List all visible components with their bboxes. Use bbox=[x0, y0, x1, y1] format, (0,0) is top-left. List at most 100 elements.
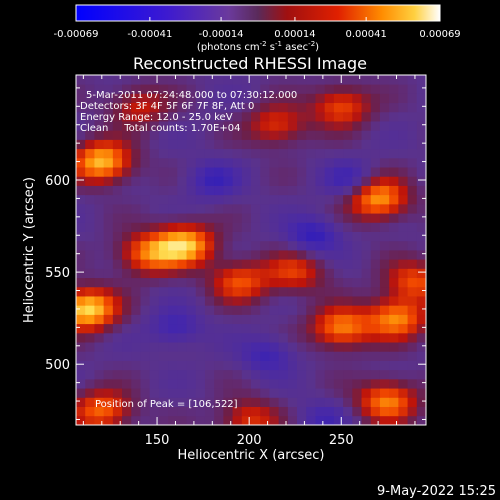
heatmap-cell bbox=[324, 268, 335, 279]
heatmap-cell bbox=[416, 296, 427, 306]
heatmap-cell bbox=[352, 240, 362, 251]
heatmap-cell bbox=[214, 388, 224, 398]
heatmap-cell bbox=[269, 148, 280, 159]
heatmap-cell bbox=[315, 360, 326, 371]
heatmap-cell bbox=[177, 148, 187, 159]
heatmap-cell bbox=[214, 185, 224, 196]
heatmap-cell bbox=[76, 250, 86, 260]
heatmap-cell bbox=[306, 415, 316, 426]
heatmap-cell bbox=[287, 323, 298, 334]
heatmap-cell bbox=[297, 157, 307, 168]
heatmap-cell bbox=[103, 342, 114, 352]
heatmap-cell bbox=[177, 185, 187, 196]
heatmap-cell bbox=[389, 148, 399, 159]
heatmap-cell bbox=[186, 397, 197, 407]
heatmap-cell bbox=[177, 84, 187, 94]
heatmap-cell bbox=[94, 93, 105, 104]
heatmap-cell bbox=[204, 130, 215, 140]
heatmap-cell bbox=[177, 213, 187, 223]
heatmap-cell bbox=[204, 222, 215, 232]
heatmap-cell bbox=[177, 378, 187, 389]
heatmap-cell bbox=[140, 268, 151, 279]
heatmap-cell bbox=[76, 84, 86, 94]
heatmap-cell bbox=[389, 176, 399, 186]
heatmap-cell bbox=[140, 314, 151, 325]
heatmap-cell bbox=[251, 286, 261, 297]
heatmap-cell bbox=[103, 250, 114, 260]
heatmap-cell bbox=[416, 259, 427, 269]
heatmap-cell bbox=[389, 406, 399, 417]
heatmap-cell bbox=[195, 369, 206, 380]
heatmap-cell bbox=[204, 250, 215, 260]
heatmap-cell bbox=[140, 130, 151, 140]
heatmap-cell bbox=[85, 342, 95, 352]
heatmap-cell bbox=[241, 102, 252, 113]
heatmap-cell bbox=[158, 84, 169, 94]
heatmap-cell bbox=[389, 84, 399, 94]
heatmap-cell bbox=[352, 314, 362, 325]
heatmap-cell bbox=[324, 314, 335, 325]
heatmap-cell bbox=[85, 240, 95, 251]
heatmap-cell bbox=[149, 332, 160, 343]
heatmap-cell bbox=[306, 194, 316, 205]
heatmap-cell bbox=[251, 185, 261, 196]
heatmap-cell bbox=[361, 111, 372, 122]
heatmap-cell bbox=[103, 388, 114, 398]
heatmap-cell bbox=[398, 332, 408, 343]
heatmap-cell bbox=[122, 157, 132, 168]
heatmap-cell bbox=[232, 121, 243, 131]
heatmap-cell bbox=[195, 268, 206, 279]
heatmap-cell bbox=[407, 277, 418, 288]
heatmap-cell bbox=[251, 121, 261, 131]
heatmap-cell bbox=[370, 268, 381, 279]
heatmap-cell bbox=[158, 268, 169, 279]
heatmap-cell bbox=[177, 277, 187, 288]
heatmap-cell bbox=[297, 369, 307, 380]
heatmap-cell bbox=[158, 250, 169, 260]
heatmap-cell bbox=[315, 157, 326, 168]
heatmap-cell bbox=[103, 286, 114, 297]
heatmap-cell bbox=[361, 167, 372, 177]
heatmap-cell bbox=[195, 250, 206, 260]
heatmap-cell bbox=[186, 277, 197, 288]
heatmap-cell bbox=[168, 388, 178, 398]
heatmap-cell bbox=[223, 378, 233, 389]
heatmap-cell bbox=[214, 406, 224, 417]
heatmap-cell bbox=[122, 332, 132, 343]
heatmap-cell bbox=[260, 231, 270, 242]
heatmap-cell bbox=[343, 167, 353, 177]
heatmap-cell bbox=[379, 121, 390, 131]
heatmap-cell bbox=[251, 406, 261, 417]
heatmap-cell bbox=[122, 121, 132, 131]
heatmap-cell bbox=[287, 148, 298, 159]
heatmap-cell bbox=[85, 286, 95, 297]
heatmap-cell bbox=[260, 351, 270, 361]
heatmap-cell bbox=[232, 250, 243, 260]
x-axis-label: Heliocentric X (arcsec) bbox=[178, 448, 325, 463]
heatmap-cell bbox=[204, 176, 215, 186]
heatmap-cell bbox=[214, 397, 224, 407]
heatmap-cell bbox=[232, 277, 243, 288]
heatmap-cell bbox=[324, 231, 335, 242]
heatmap-cell bbox=[306, 111, 316, 122]
heatmap-cell bbox=[112, 167, 123, 177]
heatmap-cell bbox=[168, 323, 178, 334]
heatmap-cell bbox=[177, 296, 187, 306]
heatmap-cell bbox=[177, 121, 187, 131]
heatmap-cell bbox=[168, 378, 178, 389]
heatmap-cell bbox=[94, 167, 105, 177]
heatmap-cell bbox=[223, 222, 233, 232]
heatmap-cell bbox=[94, 102, 105, 113]
heatmap-cell bbox=[177, 332, 187, 343]
heatmap-cell bbox=[269, 222, 280, 232]
heatmap-cell bbox=[297, 93, 307, 104]
heatmap-cell bbox=[186, 222, 197, 232]
heatmap-cell bbox=[223, 231, 233, 242]
heatmap-cell bbox=[260, 222, 270, 232]
heatmap-cell bbox=[260, 213, 270, 223]
heatmap-cell bbox=[251, 139, 261, 150]
heatmap-cell bbox=[297, 351, 307, 361]
heatmap-cell bbox=[315, 75, 326, 85]
heatmap-cell bbox=[140, 121, 151, 131]
heatmap-cell bbox=[251, 369, 261, 380]
